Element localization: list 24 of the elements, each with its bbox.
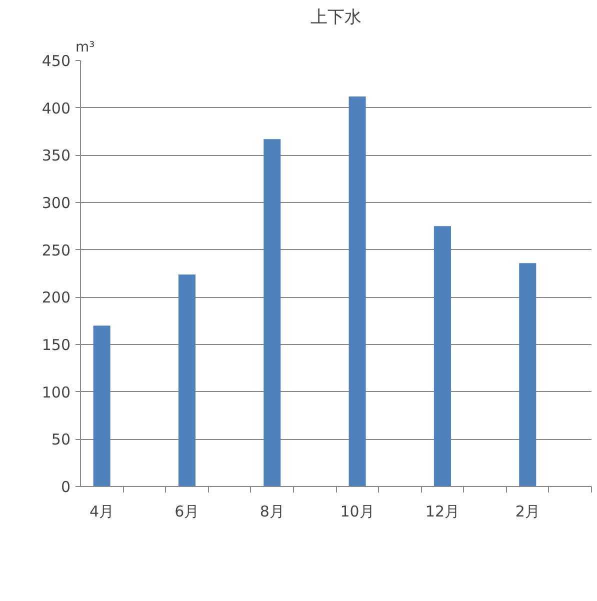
x-tick-label: 10月 — [340, 502, 374, 520]
y-tick-label: 300 — [42, 194, 71, 212]
y-tick-label: 150 — [42, 336, 71, 354]
bar — [264, 139, 281, 486]
x-tick-label: 4月 — [90, 502, 114, 520]
x-tick-label: 8月 — [260, 502, 284, 520]
x-tick-label: 2月 — [515, 502, 540, 520]
y-tick-label: 350 — [42, 146, 71, 165]
y-tick-label: 100 — [42, 383, 71, 402]
y-tick-label: 50 — [51, 430, 71, 449]
y-tick-label: 0 — [60, 478, 71, 496]
bar — [519, 263, 536, 486]
y-tick-label: 250 — [42, 241, 71, 260]
bar — [434, 226, 451, 486]
bar — [178, 274, 196, 486]
bar — [348, 96, 366, 486]
y-tick-label: 450 — [42, 52, 71, 70]
y-tick-label: 400 — [42, 99, 71, 118]
x-tick-label: 12月 — [425, 502, 460, 520]
chart-title: 上下水 — [310, 8, 362, 28]
y-tick-label: 200 — [42, 288, 71, 307]
bar — [93, 326, 110, 486]
y-axis-title: m³ — [76, 40, 95, 56]
x-tick-label: 6月 — [174, 502, 200, 520]
